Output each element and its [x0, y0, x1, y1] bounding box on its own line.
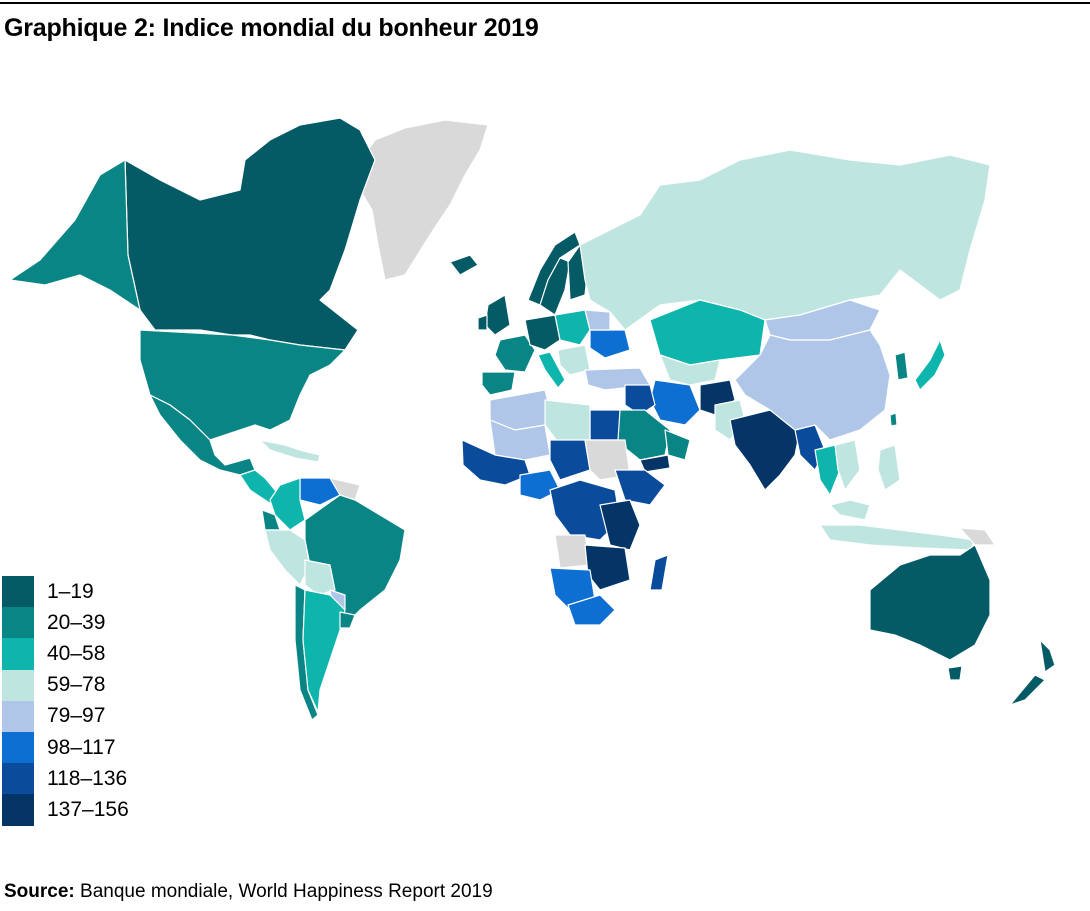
legend-item: 1–19: [2, 576, 129, 608]
region-bolivia: [304, 559, 336, 596]
source-text: Banque mondiale, World Happiness Report …: [74, 881, 493, 902]
region-madagascar: [649, 554, 669, 591]
region-indonesia: [819, 524, 976, 551]
region-china: [734, 329, 891, 441]
region-angola: [554, 534, 591, 569]
region-libya: [544, 399, 591, 446]
region-chad: [549, 439, 591, 481]
region-uk: [484, 294, 511, 336]
region-italy: [537, 351, 566, 389]
region-caribbean: [259, 439, 321, 463]
source-note: Source: Banque mondiale, World Happiness…: [4, 881, 493, 903]
world-map: [9, 117, 1056, 721]
region-yemen: [639, 454, 671, 473]
region-malaysia: [829, 499, 871, 521]
legend-label: 118–136: [47, 766, 128, 790]
region-thailand: [814, 444, 841, 496]
region-oman-uae: [664, 429, 691, 461]
region-argentina: [302, 589, 346, 713]
region-colombia: [269, 477, 306, 531]
legend-swatch: [2, 794, 34, 826]
legend: 1–19 20–39 40–58 59–78 79–97 98–117 118–136 137…: [2, 576, 129, 826]
region-central-asia: [659, 354, 721, 386]
region-png: [959, 527, 996, 546]
region-alaska: [9, 159, 141, 311]
region-east-africa: [599, 499, 641, 551]
region-indochina: [834, 439, 861, 491]
region-peru: [264, 529, 311, 586]
legend-swatch: [2, 607, 34, 639]
region-new-zealand: [1009, 639, 1056, 706]
legend-label: 98–117: [47, 735, 116, 759]
legend-item: 98–117: [2, 731, 129, 764]
legend-swatch: [2, 638, 34, 670]
region-philippines: [877, 444, 901, 491]
region-west-africa: [461, 439, 531, 486]
region-balkans: [557, 344, 591, 376]
legend-label: 137–156: [47, 797, 129, 821]
top-rule: [0, 2, 1090, 4]
region-iran: [649, 379, 701, 426]
region-central-europe: [524, 314, 561, 351]
legend-item: 20–39: [2, 607, 129, 639]
region-mexico: [149, 394, 256, 476]
legend-swatch: [2, 576, 34, 608]
legend-label: 79–97: [47, 704, 106, 728]
region-ethiopia: [614, 469, 666, 506]
region-canada: [124, 117, 376, 351]
region-japan: [914, 339, 946, 391]
region-iraq-syria: [624, 384, 656, 416]
legend-label: 20–39: [47, 610, 106, 634]
legend-label: 40–58: [47, 641, 106, 665]
region-tasmania: [947, 665, 963, 681]
region-egypt: [589, 409, 621, 441]
region-france: [494, 334, 536, 373]
legend-swatch: [2, 700, 34, 732]
legend-item: 40–58: [2, 638, 129, 670]
region-iberia: [481, 371, 516, 396]
region-russia: [579, 149, 991, 331]
region-belarus: [584, 309, 611, 331]
region-australia: [869, 544, 991, 661]
legend-label: 59–78: [47, 673, 106, 697]
region-ukraine: [589, 329, 631, 359]
legend-item: 79–97: [2, 700, 129, 732]
chart-title: Graphique 2: Indice mondial du bonheur 2…: [4, 14, 539, 42]
region-ireland: [477, 314, 488, 331]
legend-item: 118–136: [2, 763, 129, 795]
region-taiwan: [889, 412, 898, 427]
region-south-africa: [567, 594, 616, 626]
legend-item: 59–78: [2, 669, 129, 701]
region-korea: [894, 351, 909, 381]
legend-item: 137–156: [2, 794, 129, 826]
legend-label: 1–19: [47, 579, 94, 603]
region-greenland: [357, 119, 489, 281]
region-eastern-europe: [554, 309, 591, 346]
legend-swatch: [2, 669, 34, 701]
region-uruguay: [339, 611, 356, 629]
legend-swatch: [2, 731, 34, 764]
region-iceland: [449, 254, 479, 276]
source-label: Source:: [4, 881, 75, 902]
legend-swatch: [2, 763, 34, 795]
